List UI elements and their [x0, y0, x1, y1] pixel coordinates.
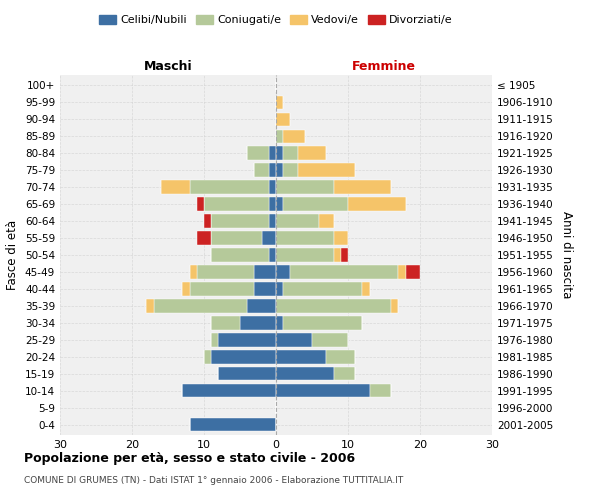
Text: Femmine: Femmine — [352, 60, 416, 74]
Bar — [276, 198, 283, 210]
Bar — [211, 334, 218, 346]
Bar — [276, 130, 283, 143]
Bar — [254, 266, 276, 278]
Bar — [247, 300, 276, 312]
Bar — [341, 248, 348, 262]
Bar — [211, 248, 269, 262]
Bar — [197, 266, 254, 278]
Bar — [276, 164, 283, 176]
Bar — [276, 146, 283, 160]
Bar — [211, 316, 240, 330]
Legend: Celibi/Nubili, Coniugati/e, Vedovi/e, Divorziati/e: Celibi/Nubili, Coniugati/e, Vedovi/e, Di… — [95, 10, 457, 30]
Bar — [269, 164, 276, 176]
Bar — [276, 214, 319, 228]
Bar — [276, 367, 334, 380]
Bar — [190, 180, 269, 194]
Text: COMUNE DI GRUMES (TN) - Dati ISTAT 1° gennaio 2006 - Elaborazione TUTTITALIA.IT: COMUNE DI GRUMES (TN) - Dati ISTAT 1° ge… — [24, 476, 403, 485]
Bar — [204, 198, 269, 210]
Bar — [254, 282, 276, 296]
Bar — [283, 198, 348, 210]
Bar — [276, 180, 334, 194]
Bar — [326, 350, 355, 364]
Bar — [182, 282, 190, 296]
Text: Maschi: Maschi — [143, 60, 193, 74]
Bar — [218, 334, 276, 346]
Bar — [190, 266, 197, 278]
Bar — [283, 282, 362, 296]
Y-axis label: Fasce di età: Fasce di età — [7, 220, 19, 290]
Bar — [262, 232, 276, 244]
Bar — [276, 96, 283, 109]
Bar — [283, 316, 362, 330]
Bar — [190, 282, 254, 296]
Bar — [269, 214, 276, 228]
Bar — [154, 300, 247, 312]
Bar — [276, 316, 283, 330]
Bar — [146, 300, 154, 312]
Bar — [276, 384, 370, 398]
Bar — [211, 214, 269, 228]
Y-axis label: Anni di nascita: Anni di nascita — [560, 212, 573, 298]
Text: Popolazione per età, sesso e stato civile - 2006: Popolazione per età, sesso e stato civil… — [24, 452, 355, 465]
Bar — [276, 334, 312, 346]
Bar — [161, 180, 190, 194]
Bar — [334, 248, 341, 262]
Bar — [334, 367, 355, 380]
Bar — [190, 418, 276, 432]
Bar — [398, 266, 406, 278]
Bar — [298, 164, 355, 176]
Bar — [204, 214, 211, 228]
Bar — [247, 146, 269, 160]
Bar — [312, 334, 348, 346]
Bar — [211, 232, 262, 244]
Bar — [283, 130, 305, 143]
Bar — [370, 384, 391, 398]
Bar — [182, 384, 276, 398]
Bar — [254, 164, 269, 176]
Bar — [276, 282, 283, 296]
Bar — [204, 350, 211, 364]
Bar — [276, 112, 290, 126]
Bar — [276, 266, 290, 278]
Bar — [276, 350, 326, 364]
Bar — [269, 198, 276, 210]
Bar — [197, 232, 211, 244]
Bar — [319, 214, 334, 228]
Bar — [240, 316, 276, 330]
Bar — [269, 248, 276, 262]
Bar — [276, 248, 334, 262]
Bar — [211, 350, 276, 364]
Bar — [334, 232, 348, 244]
Bar — [269, 146, 276, 160]
Bar — [391, 300, 398, 312]
Bar — [298, 146, 326, 160]
Bar — [276, 232, 334, 244]
Bar — [334, 180, 391, 194]
Bar — [276, 300, 391, 312]
Bar — [348, 198, 406, 210]
Bar — [283, 146, 298, 160]
Bar — [197, 198, 204, 210]
Bar — [269, 180, 276, 194]
Bar — [290, 266, 398, 278]
Bar — [218, 367, 276, 380]
Bar — [406, 266, 420, 278]
Bar — [283, 164, 298, 176]
Bar — [362, 282, 370, 296]
